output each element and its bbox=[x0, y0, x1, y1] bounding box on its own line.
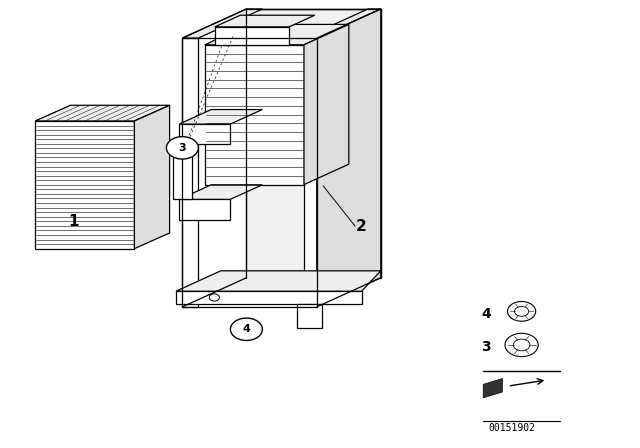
Circle shape bbox=[505, 333, 538, 357]
Polygon shape bbox=[297, 304, 322, 328]
Text: 1: 1 bbox=[68, 214, 79, 229]
Polygon shape bbox=[179, 109, 262, 124]
Circle shape bbox=[515, 306, 529, 316]
Text: 3: 3 bbox=[481, 340, 492, 354]
Polygon shape bbox=[215, 15, 315, 27]
Polygon shape bbox=[304, 38, 317, 307]
Text: 4: 4 bbox=[243, 324, 250, 334]
Polygon shape bbox=[176, 291, 362, 304]
Circle shape bbox=[230, 318, 262, 340]
Circle shape bbox=[508, 302, 536, 321]
Polygon shape bbox=[179, 199, 230, 220]
Polygon shape bbox=[173, 144, 192, 199]
Polygon shape bbox=[35, 121, 134, 249]
Polygon shape bbox=[246, 9, 381, 278]
Polygon shape bbox=[176, 271, 381, 291]
Text: 00151902: 00151902 bbox=[488, 423, 536, 433]
Polygon shape bbox=[317, 9, 381, 307]
Text: 4: 4 bbox=[481, 306, 492, 321]
Polygon shape bbox=[304, 9, 381, 38]
Circle shape bbox=[166, 137, 198, 159]
Circle shape bbox=[513, 339, 530, 351]
Polygon shape bbox=[179, 185, 262, 199]
Polygon shape bbox=[182, 9, 262, 38]
Polygon shape bbox=[182, 38, 198, 307]
Polygon shape bbox=[205, 24, 349, 45]
Polygon shape bbox=[304, 24, 349, 185]
Polygon shape bbox=[134, 105, 170, 249]
Polygon shape bbox=[205, 45, 304, 185]
Polygon shape bbox=[483, 379, 502, 398]
Polygon shape bbox=[35, 105, 170, 121]
Polygon shape bbox=[215, 27, 289, 45]
Circle shape bbox=[209, 294, 220, 301]
Text: 3: 3 bbox=[179, 143, 186, 153]
Polygon shape bbox=[179, 124, 230, 144]
Text: 2: 2 bbox=[356, 219, 367, 234]
